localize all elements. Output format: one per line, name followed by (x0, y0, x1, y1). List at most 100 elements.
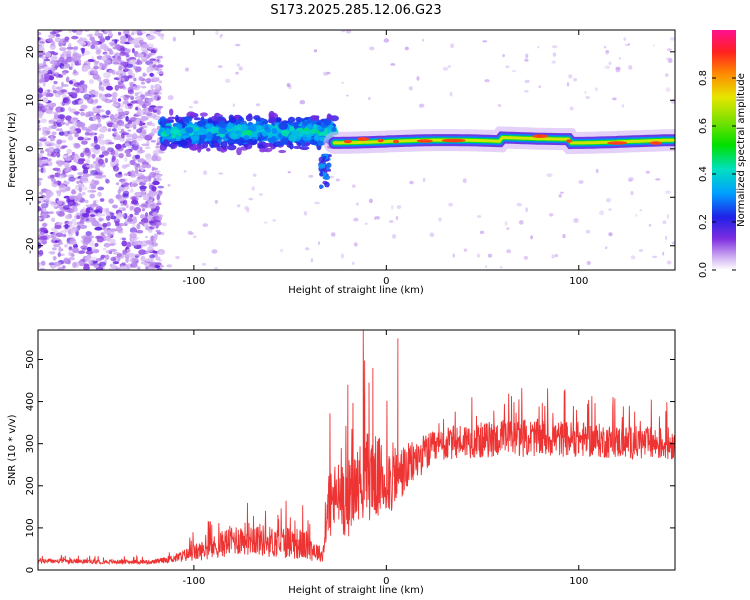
heatmap-blob (66, 46, 75, 50)
heatmap-blob (156, 64, 164, 68)
heatmap-blob (38, 31, 42, 36)
heatmap-blob (218, 172, 224, 175)
heatmap-blob (205, 131, 213, 140)
heatmap-blob (652, 44, 655, 47)
heatmap-blob (129, 188, 134, 193)
heatmap-blob (112, 61, 120, 65)
heatmap-blob (665, 87, 671, 93)
heatmap-blob (39, 70, 46, 75)
heatmap-blob (84, 258, 90, 263)
heatmap-blob (110, 163, 114, 168)
heatmap-blob (77, 136, 85, 141)
heatmap-blob (118, 253, 125, 259)
heatmap-blob (193, 117, 201, 121)
heatmap-blob (61, 81, 64, 88)
heatmap-blob (218, 65, 223, 68)
heatmap-blob (314, 201, 320, 205)
heatmap-blob (263, 147, 273, 153)
heatmap-blob (174, 135, 181, 140)
heatmap-blob (151, 166, 155, 172)
heatmap-blob (55, 86, 63, 90)
heatmap-blob (69, 108, 77, 113)
heatmap-blob (524, 79, 530, 84)
heatmap-blob (404, 46, 409, 51)
heatmap-blob (108, 267, 116, 270)
heatmap-blob (102, 223, 108, 228)
heatmap-blob (135, 66, 142, 72)
heatmap-blob (345, 30, 352, 34)
heatmap-blob (42, 207, 46, 212)
heatmap-blob (136, 128, 143, 134)
heatmap-blob (573, 218, 579, 223)
heatmap-blob (525, 207, 528, 213)
heatmap-blob (83, 263, 90, 269)
heatmap-blob (655, 178, 661, 181)
heatmap-blob (117, 108, 124, 113)
heatmap-blob (383, 38, 390, 43)
heatmap-blob (160, 35, 164, 40)
heatmap-blob (68, 30, 73, 33)
heatmap-blob (278, 121, 288, 130)
heatmap-blob (58, 184, 67, 191)
heatmap-blob (463, 248, 468, 252)
heatmap-blob (142, 72, 146, 78)
heatmap-blob (235, 71, 239, 75)
spectrogram-x-axis-label: Height of straight line (km) (288, 285, 424, 296)
heatmap-blob (136, 30, 142, 34)
heatmap-blob (138, 249, 147, 255)
heatmap-blob (317, 139, 324, 147)
heatmap-blob (104, 99, 113, 104)
heatmap-blob (156, 178, 162, 181)
heatmap-blob (318, 156, 324, 163)
heatmap-blob (106, 213, 111, 216)
heatmap-blob (100, 254, 106, 259)
heatmap-blob (64, 214, 73, 220)
heatmap-blob (140, 115, 149, 121)
heatmap-hotspot (343, 139, 352, 144)
heatmap-blob (152, 237, 157, 244)
heatmap-blob (255, 103, 261, 107)
heatmap-blob (418, 103, 425, 108)
heatmap-blob (155, 145, 160, 149)
heatmap-blob (93, 209, 101, 214)
heatmap-blob (117, 189, 121, 195)
heatmap-blob (122, 86, 127, 90)
heatmap-blob (140, 255, 146, 262)
heatmap-blob (75, 121, 83, 128)
heatmap-blob (47, 92, 54, 97)
heatmap-blob (502, 54, 505, 58)
colorbar-tick-label: 0.6 (698, 118, 709, 134)
heatmap-blob (156, 109, 161, 115)
heatmap-blob (133, 240, 138, 247)
heatmap-blob (152, 180, 160, 186)
heatmap-blob (62, 154, 68, 159)
heatmap-blob (155, 174, 162, 179)
heatmap-blob (151, 122, 156, 127)
heatmap-blob (114, 84, 120, 91)
heatmap-blob (118, 267, 122, 270)
heatmap-blob (74, 196, 79, 202)
heatmap-blob (81, 191, 86, 196)
heatmap-blob (39, 161, 43, 166)
heatmap-blob (70, 253, 75, 257)
heatmap-blob (58, 200, 63, 205)
heatmap-blob (38, 216, 42, 221)
heatmap-blob (623, 37, 627, 41)
heatmap-blob (132, 139, 137, 143)
heatmap-blob (139, 190, 146, 197)
heatmap-blob (103, 45, 109, 52)
heatmap-blob (530, 235, 533, 240)
spectrogram-y-tick-label: -10 (25, 189, 36, 205)
heatmap-blob (158, 91, 162, 95)
heatmap-blob (41, 212, 47, 220)
heatmap-blob (305, 247, 310, 251)
heatmap-blob (41, 260, 45, 266)
heatmap-blob (129, 59, 137, 64)
heatmap-blob (145, 112, 153, 116)
heatmap-blob (132, 132, 137, 139)
heatmap-blob (60, 107, 65, 113)
heatmap-blob (65, 122, 70, 126)
heatmap-blob (559, 191, 564, 194)
heatmap-blob (48, 125, 52, 131)
spectrogram-y-tick-label: 0 (25, 146, 36, 152)
